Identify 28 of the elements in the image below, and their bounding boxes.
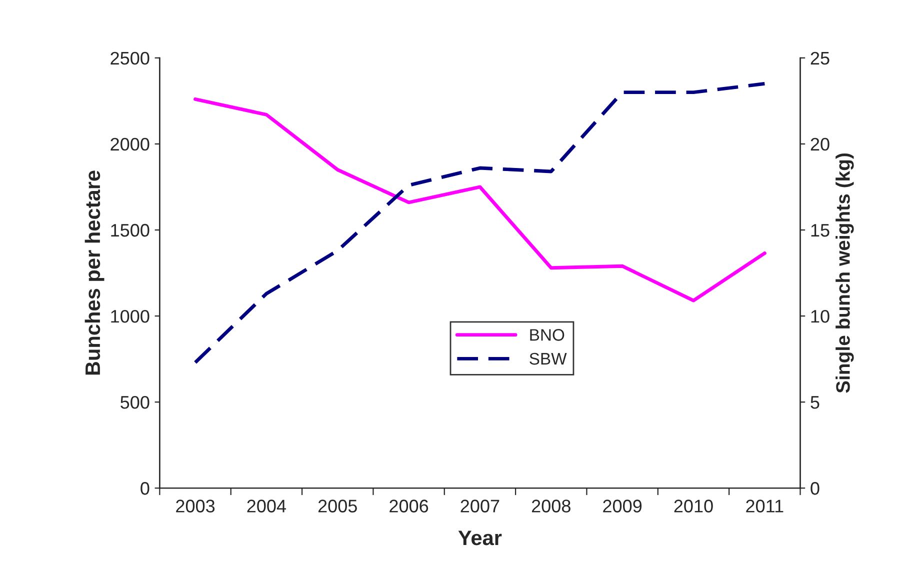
x-tick-label: 2010 xyxy=(674,500,713,512)
x-tick-label: 2011 xyxy=(746,500,784,512)
line-series xyxy=(194,82,766,364)
y2-tick-label: 0 xyxy=(810,482,820,495)
x-tick-label: 2005 xyxy=(318,500,357,512)
y-tick-label: 2000 xyxy=(110,138,150,151)
x-tick-label: 2004 xyxy=(247,500,286,512)
y-tick-label: 2500 xyxy=(110,52,150,65)
line-series xyxy=(194,97,766,302)
y2-tick-label: 5 xyxy=(810,396,820,409)
y2-tick-label: 15 xyxy=(811,224,830,237)
x-tick-label: 2003 xyxy=(176,500,215,512)
y2-tick-label: 20 xyxy=(810,138,830,151)
x-tick-label: 2009 xyxy=(603,500,642,512)
x-tick-label: 2006 xyxy=(390,500,428,512)
legend-label: SBW xyxy=(530,352,567,365)
y2-tick-label: 25 xyxy=(810,52,830,65)
y2-axis-title: Single bunch weights (kg) xyxy=(836,154,854,393)
y-axis-title: Bunches per hectare xyxy=(84,170,104,375)
y2-tick-label: 10 xyxy=(811,310,830,323)
y-tick-label: 1000 xyxy=(111,310,150,323)
y-tick-label: 1500 xyxy=(111,224,150,237)
y-tick-label: 0 xyxy=(140,482,150,495)
x-tick-label: 2008 xyxy=(532,500,570,512)
x-tick-label: 2007 xyxy=(460,500,500,512)
x-axis-title: Year xyxy=(458,530,502,546)
y-tick-label: 500 xyxy=(120,396,150,409)
legend-label: BNO xyxy=(530,329,564,341)
